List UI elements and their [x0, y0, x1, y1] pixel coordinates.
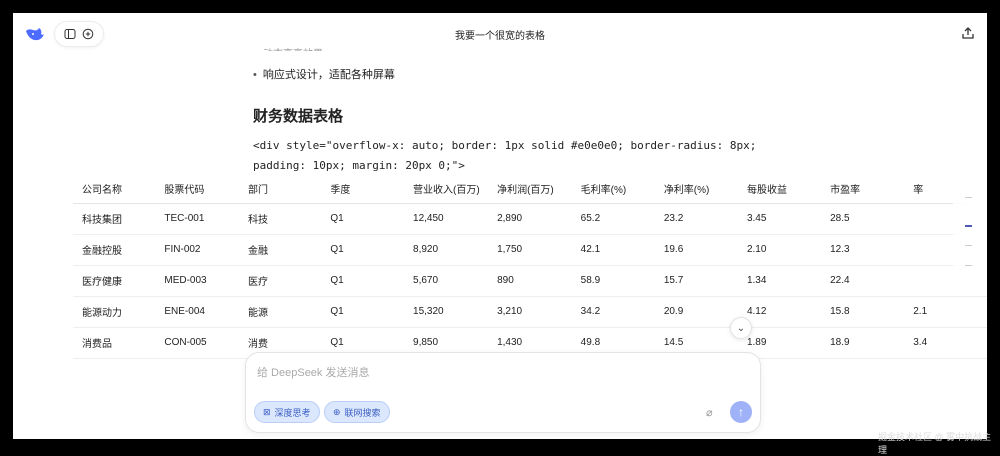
- table-cell: 3.45: [737, 203, 822, 235]
- column-header: 营业收入(百万): [404, 175, 489, 204]
- table-cell: Q1: [321, 265, 405, 297]
- table-cell: CON-005: [155, 327, 240, 359]
- table-cell: 4.12: [737, 296, 822, 328]
- table-cell: MED-003: [155, 265, 240, 297]
- arrow-up-icon: ↑: [738, 405, 744, 419]
- table-cell: 58.9: [571, 265, 655, 297]
- table-cell: 医疗健康: [73, 265, 156, 297]
- new-chat-icon[interactable]: [82, 28, 94, 40]
- table-cell: 23.2: [654, 203, 738, 235]
- code-text: <div style="overflow-x: auto; border: 1p…: [253, 136, 756, 176]
- column-header: 公司名称: [73, 175, 156, 204]
- scroll-down-button[interactable]: ⌄: [730, 317, 752, 339]
- column-header: 每股收益: [737, 175, 822, 204]
- message-input[interactable]: 给 DeepSeek 发送消息: [257, 367, 370, 379]
- table-cell: 20.9: [654, 296, 738, 328]
- table-cell: 28.5: [821, 203, 905, 235]
- table-cell: 金融控股: [73, 234, 156, 266]
- table-cell: 2,890: [488, 203, 572, 235]
- table-cell: 3.4: [904, 327, 987, 359]
- column-header: 净利润(百万): [488, 175, 572, 204]
- table-cell: 18.9: [821, 327, 905, 359]
- table-cell: 12,450: [404, 203, 489, 235]
- table-cell: 金融: [239, 234, 322, 266]
- attach-icon[interactable]: ⌀: [706, 407, 713, 419]
- column-header: 季度: [321, 175, 405, 204]
- table-cell: 能源: [239, 296, 322, 328]
- table-cell: ENE-004: [155, 296, 240, 328]
- table-cell: 890: [488, 265, 572, 297]
- table-row: 科技集团 TEC-001 科技 Q1 12,450 2,890 65.2 23.2 3.45 28…: [73, 203, 987, 235]
- table-cell: 5,670: [404, 265, 489, 297]
- chat-title: 我要一个很宽的表格: [455, 31, 545, 42]
- table-cell: 15.8: [821, 296, 905, 328]
- table-cell: Q1: [321, 296, 405, 328]
- table-cell: 19.6: [654, 234, 738, 266]
- table-cell: 22.4: [821, 265, 905, 297]
- table-row: 金融控股 FIN-002 金融 Q1 8,920 1,750 42.1 19.6 2.10 12.…: [73, 234, 987, 266]
- deep-think-button[interactable]: ⊠ 深度思考: [254, 401, 320, 423]
- deepseek-logo-icon[interactable]: [24, 25, 46, 43]
- globe-icon: ⊕: [333, 406, 341, 417]
- table-cell: 消费品: [73, 327, 156, 359]
- finance-table: 公司名称 股票代码 部门 季度 营业收入(百万) 净利润(百万) 毛利率(%) 净利率(%) 每…: [73, 175, 987, 359]
- table-cell: 2.10: [737, 234, 822, 266]
- table-cell: TEC-001: [155, 203, 240, 235]
- web-search-label: 联网搜索: [344, 407, 381, 418]
- table-cell: 15,320: [404, 296, 489, 328]
- app-window: 我要一个很宽的表格 动态高亮效果 响应式设计，适配各种屏幕 财务数据表格 <di…: [13, 13, 987, 439]
- web-search-button[interactable]: ⊕ 联网搜索: [324, 401, 390, 423]
- table-cell: 2.1: [904, 296, 987, 328]
- scroll-indicator[interactable]: [953, 181, 987, 279]
- table-row: 医疗健康 MED-003 医疗 Q1 5,670 890 58.9 15.7 1.34 22.4: [73, 265, 987, 297]
- table-cell: 1,750: [488, 234, 572, 266]
- column-header: 部门: [239, 175, 322, 204]
- column-header: 毛利率(%): [571, 175, 655, 204]
- table-cell: 42.1: [571, 234, 655, 266]
- share-icon[interactable]: [961, 26, 975, 40]
- column-header: 净利率(%): [654, 175, 738, 204]
- table-cell: 34.2: [571, 296, 655, 328]
- send-button[interactable]: ↑: [730, 401, 752, 423]
- table-cell: FIN-002: [155, 234, 240, 266]
- bullet-item: 响应式设计，适配各种屏幕: [253, 66, 395, 82]
- table-row: 能源动力 ENE-004 能源 Q1 15,320 3,210 34.2 20.9 4.12 15…: [73, 296, 987, 328]
- table-cell: 能源动力: [73, 296, 156, 328]
- table-cell: 3,210: [488, 296, 572, 328]
- sidebar-controls: [54, 21, 104, 47]
- column-header: 市盈率: [821, 175, 905, 204]
- deep-think-label: 深度思考: [274, 407, 311, 418]
- faded-text: 动态高亮效果: [263, 45, 323, 51]
- table-cell: Q1: [321, 234, 405, 266]
- chevron-down-icon: ⌄: [736, 322, 746, 334]
- section-heading: 财务数据表格: [253, 108, 344, 125]
- sidebar-toggle-icon[interactable]: [64, 28, 76, 40]
- table-cell: 科技集团: [73, 203, 156, 235]
- table-cell: 科技: [239, 203, 322, 235]
- table-cell: 15.7: [654, 265, 738, 297]
- message-composer[interactable]: 给 DeepSeek 发送消息 ⊠ 深度思考 ⊕ 联网搜索 ⌀ ↑: [245, 352, 761, 433]
- table-cell: 12.3: [821, 234, 905, 266]
- column-header: 股票代码: [155, 175, 240, 204]
- deep-think-icon: ⊠: [263, 406, 271, 417]
- table-cell: 65.2: [571, 203, 655, 235]
- table-cell: Q1: [321, 203, 405, 235]
- watermark: 掘金技术社区 @ 雾中抗战主理: [878, 432, 992, 455]
- table-cell: 1.34: [737, 265, 822, 297]
- code-line: <div style="overflow-x: auto; border: 1p…: [253, 139, 757, 152]
- code-line: padding: 10px; margin: 20px 0;">: [253, 159, 465, 172]
- table-cell: 医疗: [239, 265, 322, 297]
- table-cell: 8,920: [404, 234, 489, 266]
